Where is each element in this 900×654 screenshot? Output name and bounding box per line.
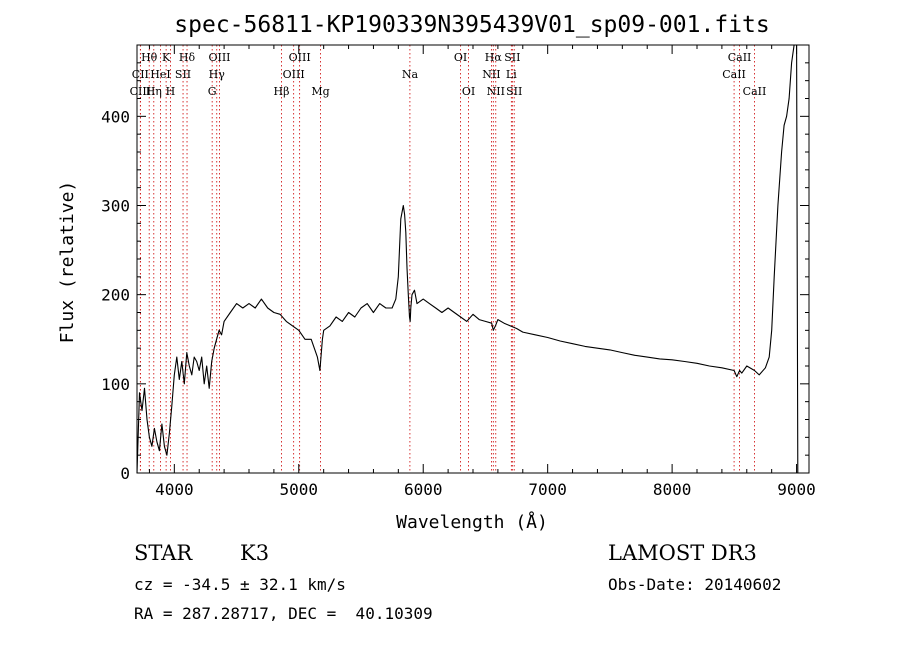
line-marker-label-14: Hβ <box>274 85 290 98</box>
x-tick-label-9000: 9000 <box>777 480 816 499</box>
line-marker-label-2: CIII <box>130 85 151 98</box>
plot-frame <box>136 44 810 474</box>
coordinates-text: RA = 287.28717, DEC = 40.10309 <box>134 604 433 623</box>
line-marker-label-22: Li <box>506 68 517 81</box>
chart-title: spec-56811-KP190339N395439V01_sp09-001.f… <box>174 12 769 38</box>
object-class: STAR <box>134 541 193 565</box>
x-axis-label: Wavelength (Å) <box>396 511 548 533</box>
line-marker-label-7: SII <box>175 68 191 81</box>
line-marker-labels-layer: Hθ CII CIII K HeI Hη Hδ SII H OIII Hγ G OIII OIII Hβ Mg… <box>130 51 767 98</box>
y-axis-ticks: 0 100 200 300 400 <box>101 62 809 483</box>
line-marker-label-0: Hθ <box>141 51 158 64</box>
line-marker-label-6: Hδ <box>179 51 196 64</box>
obs-date-text: Obs-Date: 20140602 <box>608 575 781 594</box>
line-marker-label-4: HeI <box>150 68 170 81</box>
object-subclass: K3 <box>240 541 269 565</box>
line-marker-label-16: Na <box>402 68 419 81</box>
line-marker-label-12: OIII <box>289 51 311 64</box>
line-marker-label-18: OI <box>462 85 475 98</box>
line-marker-label-24: SII <box>506 85 522 98</box>
line-markers-layer <box>139 45 755 473</box>
line-marker-label-13: OIII <box>283 68 305 81</box>
redshift-text: cz = -34.5 ± 32.1 km/s <box>134 575 346 594</box>
y-tick-label-300: 300 <box>101 197 130 216</box>
x-axis-ticks: 4000 5000 6000 7000 8000 9000 <box>148 45 816 499</box>
line-marker-label-26: CaII <box>722 68 746 81</box>
line-marker-label-21: NII <box>482 68 500 81</box>
line-marker-label-15: Mg <box>311 85 329 98</box>
x-tick-label-5000: 5000 <box>280 480 319 499</box>
y-tick-label-400: 400 <box>101 107 130 126</box>
line-marker-label-11: G <box>208 85 217 98</box>
y-tick-label-100: 100 <box>101 375 130 394</box>
line-marker-label-10: Hγ <box>209 68 226 81</box>
line-marker-label-25: CaII <box>728 51 752 64</box>
line-marker-label-19: Hα <box>485 51 503 64</box>
x-tick-label-6000: 6000 <box>404 480 443 499</box>
line-marker-label-8: H <box>166 85 176 98</box>
y-axis-label: Flux (relative) <box>57 181 78 344</box>
line-marker-label-3: K <box>162 51 171 64</box>
line-marker-label-9: OIII <box>208 51 230 64</box>
survey-name: LAMOST DR3 <box>608 541 757 565</box>
line-marker-label-27: CaII <box>743 85 767 98</box>
line-marker-label-17: OI <box>454 51 467 64</box>
line-marker-label-20: SII <box>504 51 520 64</box>
x-tick-label-4000: 4000 <box>155 480 194 499</box>
line-marker-label-23: NII <box>487 85 505 98</box>
line-marker-label-1: CII <box>132 68 149 81</box>
x-tick-label-8000: 8000 <box>653 480 692 499</box>
y-tick-label-0: 0 <box>120 464 130 483</box>
x-tick-label-7000: 7000 <box>528 480 567 499</box>
line-marker-label-5: Hη <box>146 85 162 98</box>
y-tick-label-200: 200 <box>101 286 130 305</box>
spectrum-line <box>136 44 799 474</box>
